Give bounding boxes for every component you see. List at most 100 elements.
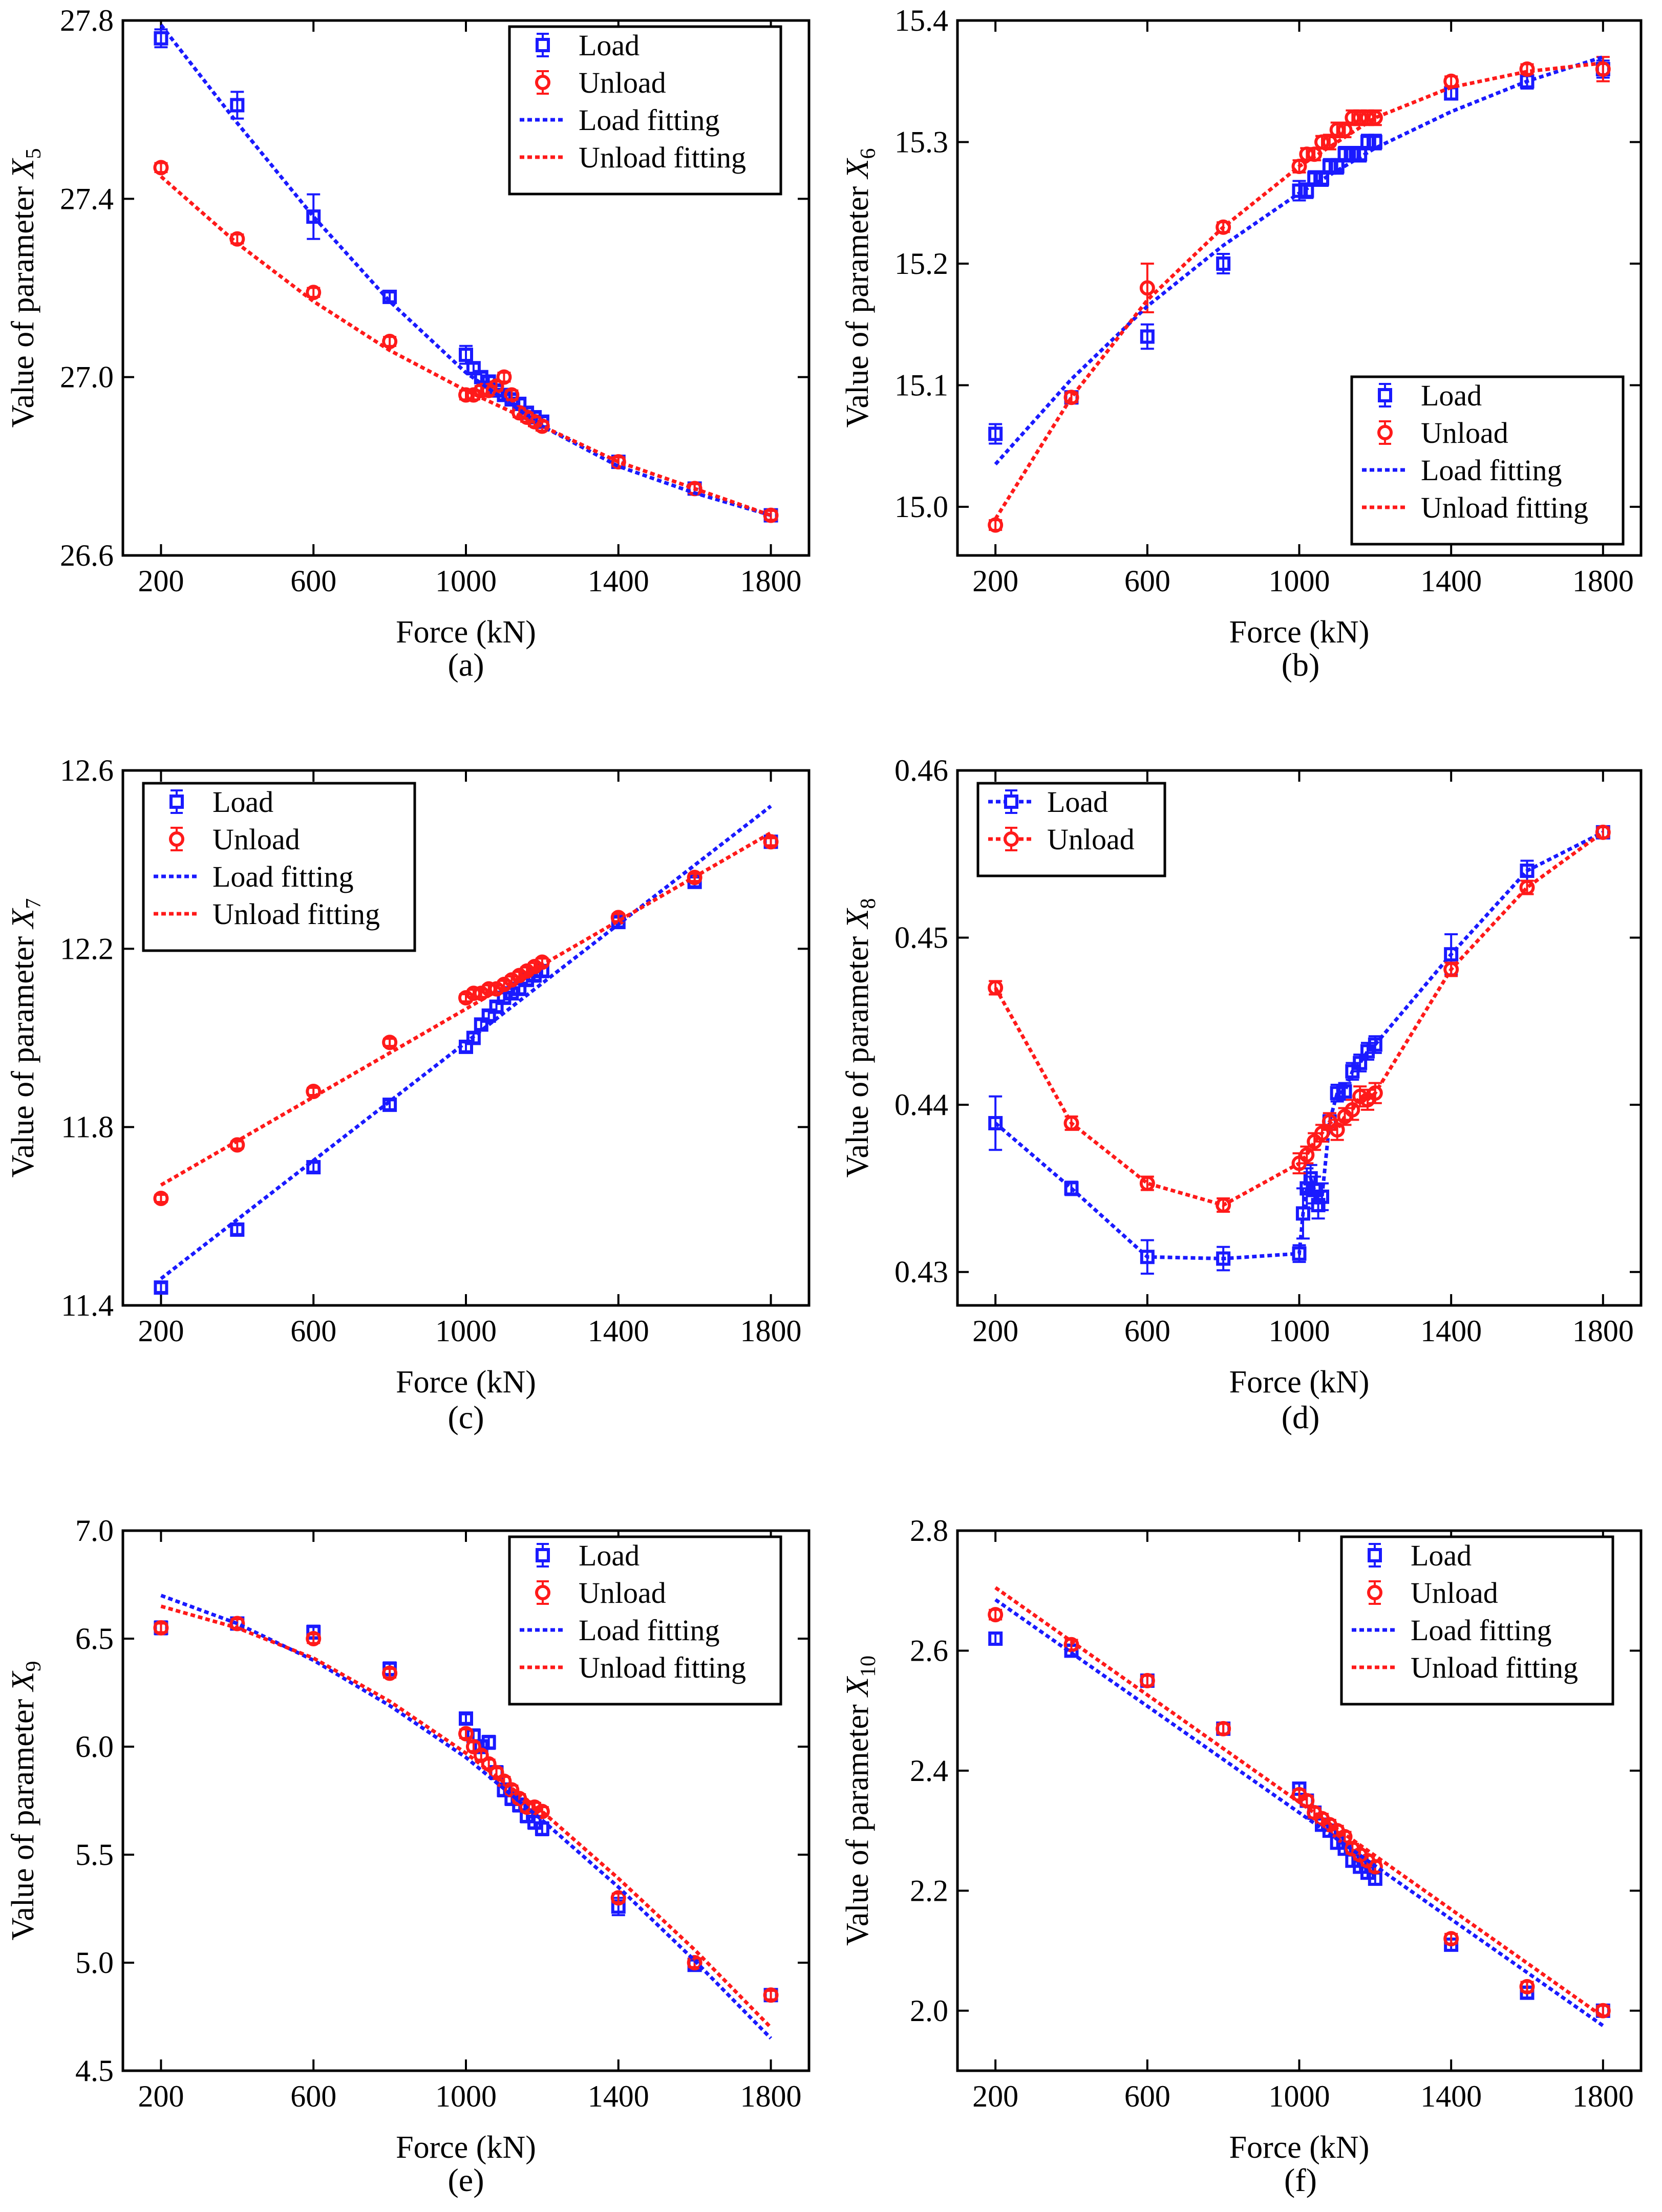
data-layer: [988, 1586, 1611, 2027]
load-legend-label: Load: [212, 785, 273, 819]
data-layer: [153, 24, 779, 523]
load-point: [1360, 135, 1375, 149]
unload-line: [994, 830, 1604, 1207]
unload-fitting-legend-label: Unload fitting: [579, 1651, 746, 1684]
unload-legend-label: Unload: [579, 66, 666, 99]
load-point: [1353, 1056, 1368, 1070]
unload-point: [1352, 1088, 1368, 1104]
legend: Load Unload Load fitting Unload fitting: [508, 1535, 782, 1706]
unload-point: [153, 1620, 169, 1636]
x-tick-label: 1400: [588, 2079, 649, 2113]
unload-point: [1519, 1979, 1535, 1994]
load-legend-marker: [536, 38, 550, 52]
y-axis-label: Value of parameter X6: [840, 148, 880, 427]
panel-caption: (c): [448, 1399, 484, 1435]
unload-point: [382, 1665, 398, 1681]
x-tick-label: 600: [1124, 1314, 1170, 1348]
y-tick-label: 27.8: [60, 4, 114, 37]
unload-point: [306, 1084, 322, 1099]
load-legend-label: Load: [1411, 1539, 1472, 1572]
unload-legend-label: Unload: [212, 823, 300, 856]
load-point: [1292, 1246, 1307, 1261]
load-point: [1064, 1181, 1079, 1196]
unload-point: [473, 1747, 489, 1763]
unload-point: [1322, 134, 1337, 150]
y-tick-label: 12.6: [60, 754, 114, 787]
unload-legend-label: Unload: [1047, 823, 1135, 856]
unload-point: [610, 1890, 626, 1906]
load-fitting-legend-label: Load fitting: [579, 103, 719, 137]
x-tick-label: 600: [1124, 2079, 1170, 2113]
x-tick-label: 200: [138, 1314, 184, 1348]
unload-point: [458, 1726, 474, 1742]
y-axis-label: Value of parameter X9: [6, 1661, 46, 1940]
unload-fitting-line: [160, 175, 772, 517]
y-tick-label: 27.4: [60, 182, 114, 216]
y-tick-label: 5.0: [75, 1946, 114, 1980]
legend: Load Unload Load fitting Unload fitting: [508, 25, 782, 196]
load-point: [1444, 947, 1459, 962]
unload-point: [465, 985, 481, 1001]
unload-point: [988, 1607, 1004, 1623]
x-tick-label: 600: [290, 1314, 336, 1348]
load-line: [994, 830, 1604, 1261]
x-tick-label: 1000: [435, 564, 497, 598]
unload-point: [504, 1782, 520, 1798]
legend-box: [1340, 1535, 1614, 1706]
load-legend-marker: [1378, 388, 1392, 402]
x-tick-label: 1000: [1269, 564, 1330, 598]
unload-point: [1367, 110, 1383, 125]
x-axis-label: Force (kN): [396, 2130, 536, 2165]
unload-point: [1139, 1673, 1155, 1689]
y-tick-label: 5.5: [75, 1838, 114, 1872]
y-tick-label: 26.6: [60, 539, 114, 572]
load-point: [988, 1631, 1003, 1646]
load-fitting-line: [159, 24, 772, 517]
chart-panel-c: 200 600 1000 1400 1800 11.4 11.8 12.2 12.6 Force …: [6, 754, 811, 1435]
y-axis-label: Value of parameter X10: [840, 1656, 880, 1946]
unload-point: [534, 418, 550, 434]
load-point: [1520, 863, 1535, 878]
panel-caption: (e): [448, 2162, 484, 2198]
x-axis-label: Force (kN): [1229, 2130, 1370, 2165]
unload-point: [1443, 961, 1459, 977]
panel-caption: (d): [1282, 1399, 1320, 1435]
x-tick-label: 600: [290, 564, 336, 598]
data-layer: [153, 1594, 779, 2040]
y-tick-label: 15.3: [894, 125, 948, 159]
load-point: [230, 1222, 245, 1237]
load-point: [1216, 1251, 1231, 1266]
y-axis-label: Value of parameter X5: [6, 148, 46, 427]
y-tick-label: 2.6: [910, 1634, 948, 1667]
load-fitting-line: [160, 804, 772, 1280]
x-tick-label: 1800: [740, 564, 802, 598]
x-tick-label: 1000: [1269, 2079, 1330, 2113]
load-legend-label: Load: [1421, 379, 1482, 412]
y-tick-label: 2.4: [910, 1754, 948, 1788]
unload-legend-marker: [535, 1585, 550, 1600]
load-legend-marker: [1004, 794, 1018, 809]
load-legend-marker: [1368, 1548, 1382, 1562]
data-layer: [988, 824, 1611, 1275]
unload-point: [1352, 110, 1368, 125]
y-tick-label: 15.0: [894, 490, 948, 524]
unload-fitting-legend-label: Unload fitting: [212, 897, 380, 931]
load-point: [466, 1030, 481, 1045]
x-tick-label: 1800: [740, 1314, 802, 1348]
unload-point: [153, 160, 169, 176]
x-tick-label: 1000: [435, 2079, 497, 2113]
x-tick-label: 1800: [1572, 2079, 1634, 2113]
y-tick-label: 6.5: [75, 1622, 114, 1656]
load-point: [481, 1008, 496, 1023]
x-tick-label: 600: [290, 2079, 336, 2113]
x-axis-label: Force (kN): [396, 615, 536, 650]
load-legend-label: Load: [579, 1539, 640, 1572]
x-tick-label: 600: [1124, 564, 1170, 598]
y-axis-label: Value of parameter X7: [6, 898, 46, 1177]
unload-legend-marker: [1377, 425, 1393, 440]
unload-point: [1139, 280, 1155, 296]
unload-point: [763, 834, 779, 850]
x-axis-label: Force (kN): [396, 1365, 536, 1400]
load-point: [1299, 183, 1314, 198]
